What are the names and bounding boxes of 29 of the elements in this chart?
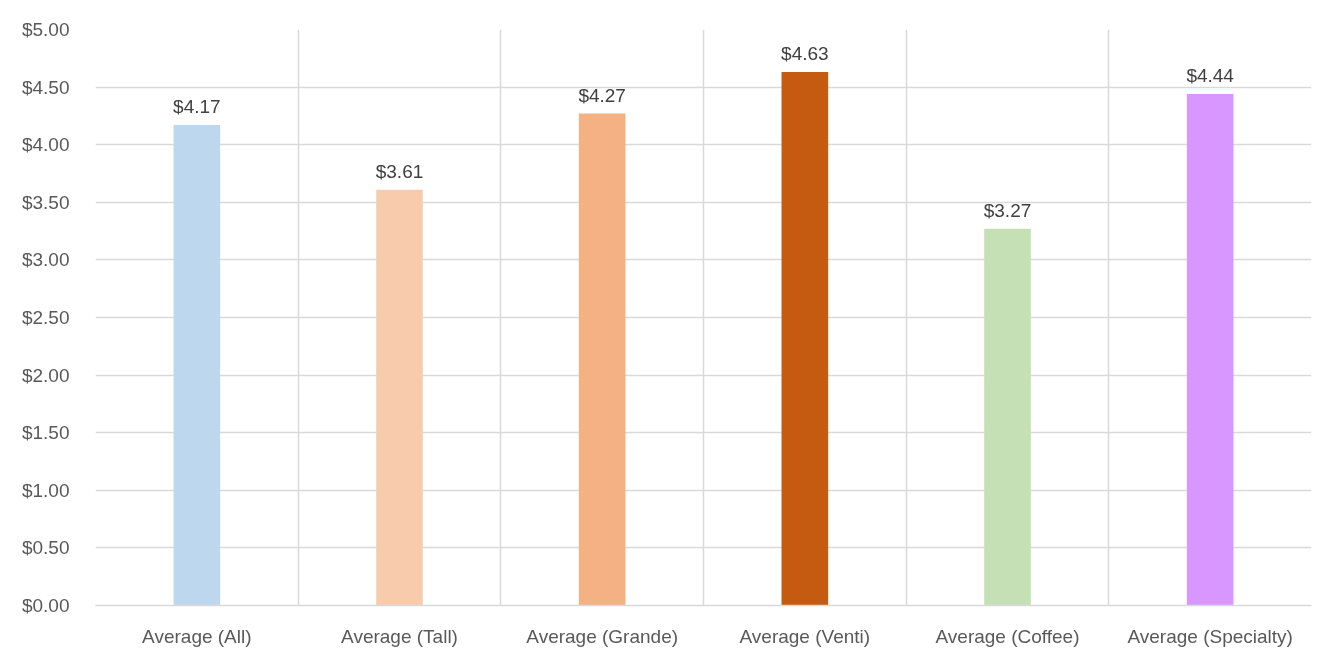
bar — [173, 125, 221, 606]
bar — [1186, 94, 1234, 606]
x-tick-label: Average (All) — [142, 625, 252, 647]
bar — [781, 72, 829, 606]
y-tick-label: $3.00 — [21, 249, 70, 271]
bar — [376, 189, 423, 606]
y-tick-label: $4.50 — [21, 76, 70, 98]
data-label: $4.63 — [781, 43, 829, 65]
x-tick-label: Average (Tall) — [341, 625, 458, 647]
data-label: $3.27 — [983, 199, 1032, 221]
y-tick-label: $5.00 — [21, 19, 70, 40]
bar — [984, 228, 1031, 606]
data-label: $4.44 — [1186, 65, 1235, 87]
bar — [578, 113, 626, 606]
y-tick-label: $3.50 — [21, 191, 70, 213]
y-tick-label: $2.50 — [21, 307, 70, 328]
y-tick-label: $0.00 — [21, 595, 70, 616]
x-tick-label: Average (Venti) — [739, 625, 871, 647]
y-tick-label: $4.00 — [21, 134, 70, 156]
x-tick-label: Average (Grande) — [526, 625, 679, 647]
y-tick-label: $1.00 — [21, 479, 70, 501]
data-label: $4.27 — [578, 84, 626, 106]
y-tick-label: $1.50 — [21, 422, 70, 444]
y-tick-label: $0.50 — [21, 537, 70, 559]
data-label: $3.61 — [375, 160, 424, 182]
y-tick-label: $2.00 — [21, 364, 70, 386]
x-tick-label: Average (Coffee) — [935, 625, 1080, 647]
x-tick-label: Average (Specialty) — [1127, 625, 1293, 647]
data-label: $4.17 — [173, 96, 221, 118]
